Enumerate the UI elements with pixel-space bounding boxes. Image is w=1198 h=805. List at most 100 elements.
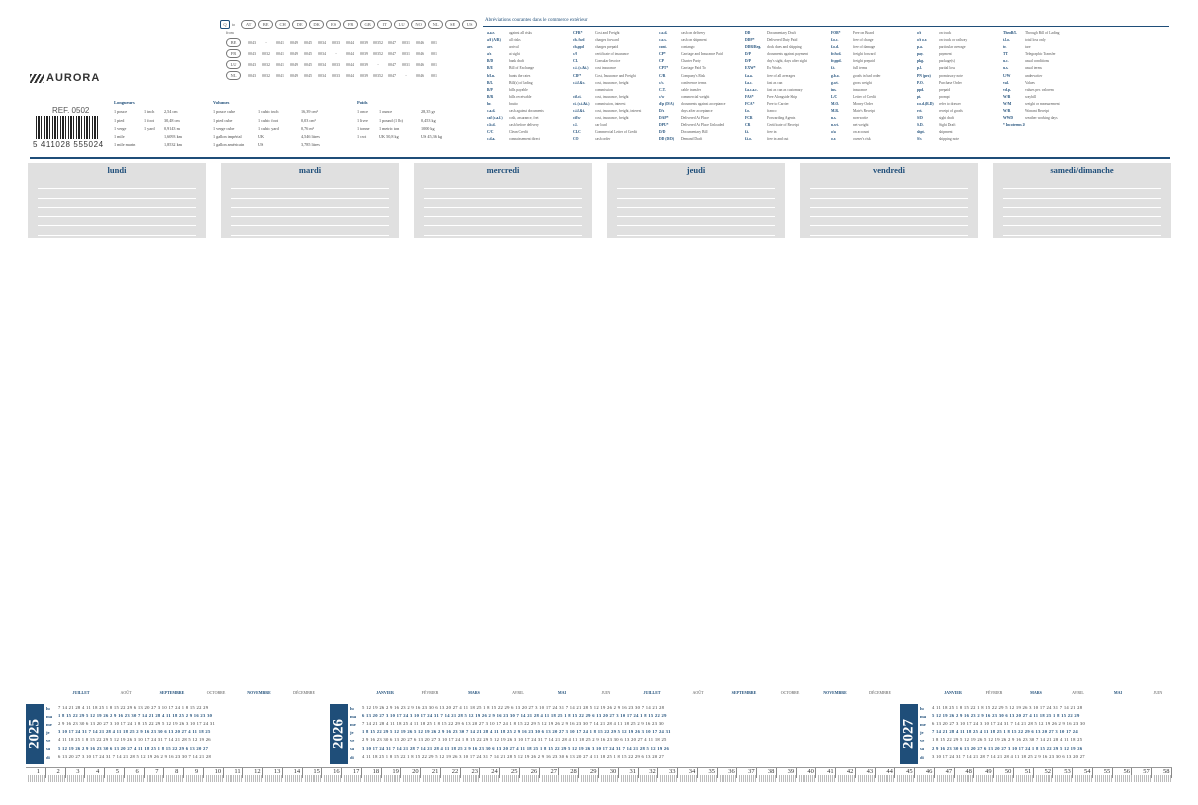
- abbreviation-meaning: Cost and Freight: [595, 31, 620, 35]
- weekday-label: di: [350, 754, 354, 760]
- abbreviation-meaning: Bill(s) of lading: [509, 80, 533, 85]
- abbreviation-row: ci. (c.i.&i.) commission, interest: [573, 101, 659, 108]
- month-name: FÉVRIER: [985, 690, 1003, 695]
- ruler-minor-tick: [330, 775, 332, 782]
- abbreviation-row: d/p (D/A) documents against acceptance: [659, 101, 745, 108]
- unit-value: 1,6093 km: [164, 134, 182, 140]
- ruler-minor-tick: [666, 775, 668, 782]
- abbreviation-meaning: free in: [767, 130, 777, 135]
- abbreviation-meaning: brutto: [509, 101, 518, 106]
- ruler-label: 14: [293, 768, 301, 775]
- abbreviation: caf (c.a.f.): [487, 116, 503, 121]
- weekday-label: di: [46, 754, 50, 760]
- dial-code: 0046: [416, 51, 424, 56]
- ruler-minor-tick: [761, 775, 763, 782]
- ruler-minor-tick: [583, 775, 585, 782]
- day-box-samedi-dimanche[interactable]: samedi/dimanche: [993, 163, 1171, 238]
- abbreviation: c.i.f.&i.: [573, 109, 585, 114]
- abbreviation: u.c.: [1003, 59, 1009, 64]
- ruler-label: 20: [412, 768, 419, 775]
- ruler-label: 58: [1163, 768, 1170, 775]
- abbreviation-meaning: Letter of Credit: [853, 94, 876, 99]
- dial-code: 0034: [318, 51, 326, 56]
- day-box-vendredi[interactable]: vendredi: [800, 163, 978, 238]
- day-label: samedi/dimanche: [1050, 165, 1114, 175]
- ruler-tick: [1111, 768, 1113, 778]
- ruler-minor-tick: [31, 775, 33, 782]
- writing-line: [617, 199, 775, 208]
- ruler-minor-tick: [555, 775, 557, 782]
- ruler-minor-tick: [456, 775, 458, 782]
- ruler-minor-tick: [743, 775, 745, 782]
- ruler-minor-tick: [891, 775, 893, 782]
- day-box-jeudi[interactable]: jeudi: [607, 163, 785, 238]
- ruler-minor-tick: [1158, 775, 1160, 782]
- unit-value: 0,9143 m: [164, 125, 180, 131]
- ruler-minor-tick: [685, 775, 687, 782]
- abbreviation-row: ppd. prepaid: [917, 87, 1003, 94]
- month-name: SEPTEMBRE: [731, 690, 757, 695]
- dial-code: 0031: [402, 51, 410, 56]
- dial-code: 0044: [346, 40, 354, 45]
- abbreviation-meaning: shipment: [939, 130, 953, 135]
- ruler-minor-tick: [905, 775, 907, 782]
- ruler-minor-tick: [255, 775, 257, 782]
- ruler-minor-tick: [849, 775, 851, 782]
- ruler-minor-tick: [1094, 775, 1096, 782]
- ruler-minor-tick: [251, 775, 253, 782]
- abbreviation: u.s.: [1003, 66, 1009, 71]
- abbreviation-row: f.t. full terms: [831, 65, 917, 72]
- ruler-minor-tick: [41, 775, 43, 782]
- day-box-lundi[interactable]: lundi: [28, 163, 206, 238]
- country-pill-no: NO: [411, 19, 427, 29]
- calendar-week-row: 4 11 18 25 1 8 15 22 1 8 15 22 29 5 12 1…: [932, 705, 1083, 710]
- ruler-minor-tick: [587, 775, 589, 782]
- ruler-minor-tick: [1043, 775, 1045, 782]
- dial-code: -: [335, 51, 337, 56]
- year-tab: 2026: [330, 704, 348, 764]
- abbreviation: C.T.: [659, 87, 666, 92]
- ruler-label: 57: [1143, 768, 1150, 775]
- ruler-minor-tick: [1116, 775, 1118, 782]
- unit-row: 1 pouce cube 1 cubic inch 16,39 cm³: [213, 108, 346, 116]
- month-name: AVRIL: [512, 690, 524, 695]
- ruler-minor-tick: [654, 775, 656, 782]
- abbreviation-meaning: payment: [939, 52, 952, 57]
- day-box-mardi[interactable]: mardi: [221, 163, 399, 238]
- writing-line: [810, 226, 968, 236]
- ruler-minor-tick: [245, 775, 247, 782]
- abbreviation-row: C/C Clean Credit: [487, 129, 573, 136]
- abbreviations-rule: [483, 26, 1169, 27]
- ruler-minor-tick: [998, 775, 1000, 782]
- unit-value: 1 metric ton: [379, 125, 400, 131]
- abbreviation-row: D/D Documentary Bill: [659, 129, 745, 136]
- abbreviation-meaning: free of all averages: [767, 73, 796, 78]
- ruler-minor-tick: [138, 775, 140, 782]
- abbreviation-row: c.o.d. cash on delivery: [659, 30, 745, 37]
- ruler-label: 37: [748, 768, 755, 775]
- ruler-minor-tick: [506, 775, 508, 782]
- unit-value: 1 pouce: [114, 109, 128, 115]
- ruler-minor-tick: [782, 775, 784, 782]
- country-row: FR 0043 0032 0041 0049 0045 0034 - 0044 0039 00352…: [220, 48, 477, 59]
- abbreviation-row: c.o.s. cash on shipment: [659, 37, 745, 44]
- unit-value: [144, 141, 164, 149]
- units-volumes: Volumes 1 pouce cube 1 cubic inch 16,39 cm³…: [213, 99, 346, 150]
- day-box-mercredi[interactable]: mercredi: [414, 163, 592, 238]
- abbreviation-row: DD Documentary Draft: [745, 30, 831, 37]
- abbreviation-row: S.D. Sight Draft: [917, 122, 1003, 129]
- ruler-minor-tick: [792, 775, 794, 782]
- ruler-minor-tick: [735, 775, 737, 782]
- ruler-tick: [84, 768, 86, 778]
- ruler-minor-tick: [630, 775, 632, 782]
- ruler-minor-tick: [53, 775, 55, 782]
- ruler-tick: [835, 768, 837, 778]
- abbreviation: pt.: [917, 94, 922, 99]
- ruler-minor-tick: [1162, 775, 1164, 782]
- ruler-label: 46: [925, 768, 933, 775]
- dial-code: 0039: [360, 73, 368, 78]
- ruler-minor-tick: [988, 775, 990, 782]
- unit-value: 1 verge: [114, 125, 127, 131]
- ruler-minor-tick: [67, 775, 69, 782]
- abbreviation-row: f.o.c. free of charge: [831, 37, 917, 44]
